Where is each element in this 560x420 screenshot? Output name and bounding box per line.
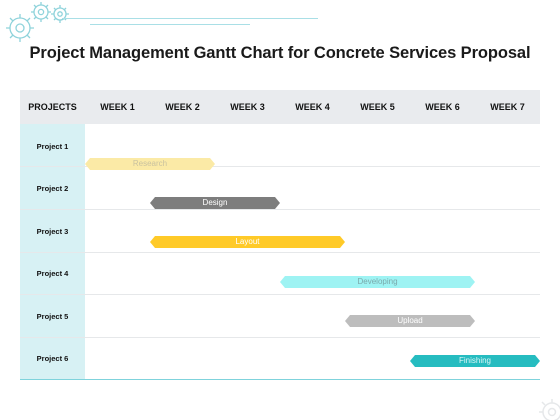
row-divider — [20, 209, 540, 210]
row-divider — [20, 252, 540, 253]
task-bar-finishing: Finishing — [410, 355, 540, 367]
gear-icon — [6, 14, 34, 42]
header-projects: PROJECTS — [28, 102, 77, 112]
row-divider — [20, 166, 540, 167]
table-bottom-border — [20, 379, 540, 380]
row-divider — [20, 294, 540, 295]
task-bar-upload: Upload — [345, 315, 475, 327]
header-week-2: WEEK 2 — [165, 102, 200, 112]
decorative-line — [90, 24, 250, 25]
gear-icon — [31, 2, 51, 22]
task-bar-research: Research — [85, 158, 215, 170]
project-label: Project 6 — [36, 354, 69, 363]
corner-gear-icon — [539, 399, 560, 420]
header-week-6: WEEK 6 — [425, 102, 460, 112]
project-label: Project 3 — [36, 227, 69, 236]
header-week-3: WEEK 3 — [230, 102, 265, 112]
task-bar-design: Design — [150, 197, 280, 209]
task-bar-layout: Layout — [150, 236, 345, 248]
project-label: Project 1 — [36, 142, 69, 151]
header-week-7: WEEK 7 — [490, 102, 525, 112]
gear-icon — [51, 5, 69, 23]
gantt-header — [20, 90, 540, 124]
decorative-line — [62, 18, 318, 19]
row-divider — [20, 337, 540, 338]
header-week-1: WEEK 1 — [100, 102, 135, 112]
gears-decoration-icon — [6, 2, 69, 42]
header-week-4: WEEK 4 — [295, 102, 330, 112]
gantt-table: PROJECTS WEEK 1 WEEK 2 WEEK 3 WEEK 4 WEE… — [20, 90, 540, 380]
task-bar-developing: Developing — [280, 276, 475, 288]
project-label: Project 2 — [36, 184, 69, 193]
page-title: Project Management Gantt Chart for Concr… — [29, 44, 531, 62]
project-label: Project 4 — [36, 269, 69, 278]
project-label: Project 5 — [36, 312, 69, 321]
header-week-5: WEEK 5 — [360, 102, 395, 112]
